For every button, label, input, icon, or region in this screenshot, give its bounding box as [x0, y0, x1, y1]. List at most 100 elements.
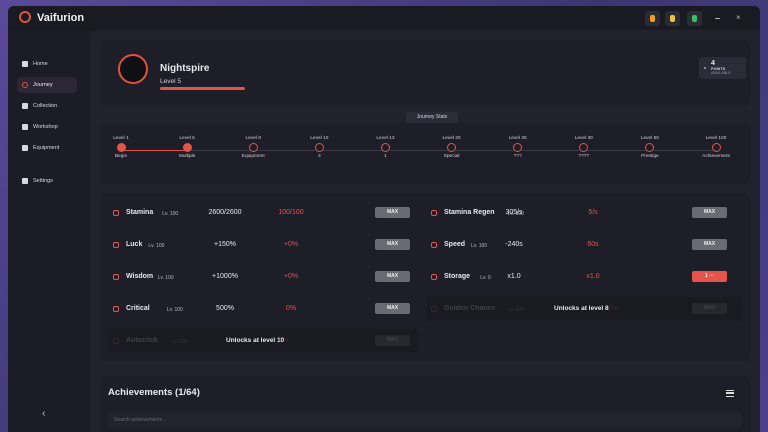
level-progress	[160, 87, 245, 90]
nav-item[interactable]: Settings	[17, 173, 77, 189]
stat-value: +150%	[214, 241, 236, 248]
nav-item[interactable]: Collection	[17, 98, 77, 114]
milestone-level: Level 30	[574, 136, 593, 141]
upgrade-button[interactable]: MAX	[375, 239, 410, 250]
search-input[interactable]: Search achievements...	[108, 412, 742, 428]
stat-bonus: 60s	[587, 241, 599, 248]
milestone-node	[711, 143, 721, 152]
nav-item[interactable]: Journey	[17, 77, 77, 93]
milestone: Level 20 Special	[427, 136, 477, 159]
milestone-label: ???	[513, 154, 522, 159]
stat-row: Wisdom Lv. 100 +1000% +0% MAX	[108, 265, 418, 289]
journey-stats-button[interactable]: Journey Stats	[406, 112, 458, 123]
milestone: Level 5 Multiple	[162, 136, 212, 159]
milestone: Level 1 Begin	[96, 136, 146, 159]
unlock-text: Unlocks at level 8	[554, 305, 609, 312]
upgrade-button[interactable]: MAX	[375, 207, 410, 218]
milestone: Level 13 1	[360, 136, 410, 159]
stat-name: Autoclick	[126, 337, 158, 344]
upgrade-button[interactable]: MAX	[375, 335, 410, 346]
points-label: POINTS	[711, 67, 726, 71]
upgrade-button[interactable]: MAX	[692, 239, 727, 250]
player-name: Nightspire	[160, 63, 210, 74]
upgrade-button[interactable]: MAX	[692, 303, 727, 314]
collapse-button[interactable]: ‹	[42, 408, 46, 419]
stat-bonus: +0%	[283, 273, 299, 280]
stat-level: Lv. 100	[162, 211, 179, 217]
stat-row: Stamina Lv. 100 2600/2600 100/100 MAX	[108, 201, 418, 225]
energy-button[interactable]	[645, 11, 660, 26]
stat-name: Stamina	[126, 209, 154, 216]
achievements-card: Achievements (1/64) Search achievements.…	[100, 376, 750, 432]
stat-name: Golden Chance	[444, 305, 496, 312]
player-level: Level 5	[160, 78, 181, 85]
stat-name: Storage	[444, 273, 471, 280]
stat-icon	[113, 338, 119, 344]
stat-name: Luck	[126, 241, 143, 248]
stat-name: Wisdom	[126, 273, 154, 280]
milestone-level: Level 100	[705, 136, 727, 141]
stat-row: Autoclick Lv. 100 Unlocks at level 10 0% MAX	[108, 329, 418, 353]
milestone-level: Level 1	[113, 136, 129, 141]
stat-icon	[431, 210, 437, 216]
milestone-node	[579, 143, 589, 152]
stat-icon	[431, 306, 437, 312]
minimize-button[interactable]	[710, 11, 725, 26]
milestone-label: 1	[384, 154, 387, 159]
nav-item[interactable]: Home	[17, 56, 77, 72]
stat-level: Lv. 100	[157, 275, 174, 281]
stat-bonus: 5/s	[588, 209, 598, 216]
sidebar: ‹ Home Journey Collection Workshop Equipment…	[8, 30, 86, 432]
stat-bonus: 0%	[607, 305, 619, 312]
milestone-node	[513, 143, 523, 152]
nav-item[interactable]: Workshop	[17, 119, 77, 135]
nav-item[interactable]: Equipment	[17, 140, 77, 156]
milestone-level: Level 5	[179, 136, 195, 141]
stat-row: Stamina Regen Lv. 100 305/s 5/s MAX	[426, 201, 742, 225]
upgrade-button[interactable]: MAX	[375, 303, 410, 314]
stat-level: Lv. 100	[166, 307, 183, 313]
milestone-label: Special	[443, 154, 460, 159]
upgrade-button[interactable]: MAX	[692, 207, 727, 218]
app-window: Vaifurion × ‹ Home Journey Collection Works…	[8, 6, 760, 432]
milestone-level: Level 13	[376, 136, 395, 141]
milestone-node	[248, 143, 258, 152]
stat-icon	[113, 306, 119, 312]
stat-bonus: 0%	[285, 305, 297, 312]
stat-icon	[113, 274, 119, 280]
stat-icon	[113, 210, 119, 216]
stat-value: 500%	[216, 305, 234, 312]
milestone-node	[314, 143, 324, 152]
milestone: Level 100 Achievement	[691, 136, 741, 159]
stat-bonus: +0%	[283, 241, 299, 248]
stat-icon	[113, 242, 119, 248]
milestone-label: Equipment	[241, 154, 265, 159]
milestone-node	[447, 143, 457, 152]
stat-row: Speed Lv. 100 -240s 60s MAX	[426, 233, 742, 257]
stat-level: Lv. 100	[471, 243, 488, 249]
main-content: Nightspire Level 5 4 POINTS AVAILABLE Jo…	[90, 30, 760, 432]
stat-name: Critical	[126, 305, 150, 312]
close-button[interactable]: ×	[736, 13, 741, 22]
profile-card: Nightspire Level 5 4 POINTS AVAILABLE Jo…	[100, 40, 750, 123]
notify-button[interactable]	[687, 11, 702, 26]
upgrade-button[interactable]: 1 ···	[692, 271, 727, 282]
stat-icon	[431, 274, 437, 280]
stat-bonus: 0%	[277, 337, 289, 344]
milestone-level: Level 25	[508, 136, 527, 141]
stat-value: -240s	[505, 241, 523, 248]
milestones-card: Level 1 Begin Level 5 Multiple Level 8 Equipm…	[100, 124, 750, 184]
stat-row: Critical Lv. 100 500% 0% MAX	[108, 297, 418, 321]
stat-level: Lv. 0	[480, 275, 491, 281]
potion-button[interactable]	[665, 11, 680, 26]
stat-value: x1.0	[507, 273, 521, 280]
avatar	[118, 54, 148, 84]
stat-value: 2600/2600	[208, 209, 242, 216]
menu-button[interactable]	[726, 390, 734, 397]
stat-value: 305/s	[505, 209, 523, 216]
stat-level: Lv. 100	[148, 243, 165, 249]
points-box: 4 POINTS AVAILABLE	[699, 57, 746, 79]
title-bar: Vaifurion ×	[8, 6, 760, 30]
upgrade-button[interactable]: MAX	[375, 271, 410, 282]
milestone-level: Level 20	[442, 136, 461, 141]
